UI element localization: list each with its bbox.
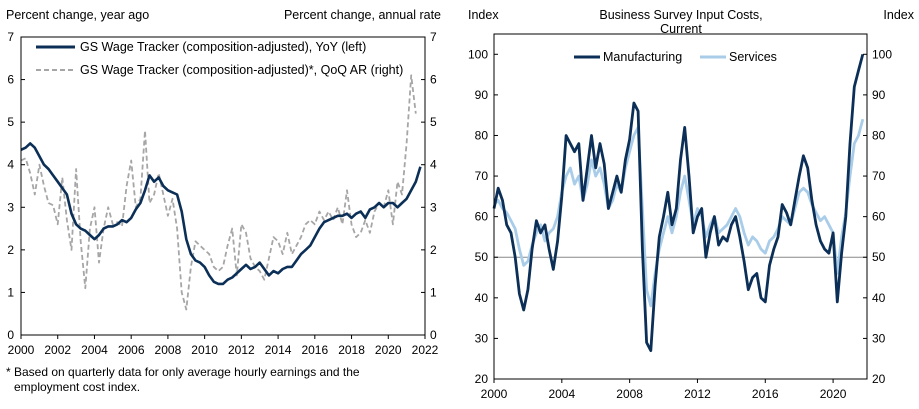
right-right-axis-label: Index	[883, 8, 914, 22]
right-plot-frame	[493, 33, 868, 380]
left-legend: GS Wage Tracker (composition-adjusted), …	[36, 40, 403, 77]
right-xtick-label: 2020	[820, 387, 847, 401]
left-xtick-label: 2022	[412, 343, 439, 357]
left-right-axis-label: Percent change, annual rate	[284, 8, 441, 22]
left-ytick-label-right: 7	[430, 30, 437, 44]
right-xtick-label: 2008	[616, 387, 643, 401]
left-xtick-label: 2012	[228, 343, 255, 357]
right-xtick-label: 2012	[684, 387, 711, 401]
right-xtick-label: 2000	[481, 387, 508, 401]
left-xtick-label: 2008	[155, 343, 182, 357]
left-ytick-label-right: 6	[430, 73, 437, 87]
right-ytick-label-right: 70	[872, 169, 886, 183]
left-xtick-label: 2020	[375, 343, 402, 357]
right-xtick-label: 2004	[548, 387, 575, 401]
series-line-services	[493, 118, 865, 308]
left-ytick-label-left: 3	[7, 200, 14, 214]
right-ytick-label-left: 30	[475, 331, 489, 345]
left-ytick-label-right: 5	[430, 115, 437, 129]
footnote-line-1: * Based on quarterly data for only avera…	[6, 365, 360, 379]
right-legend: Manufacturing Services	[574, 50, 777, 64]
right-ytick-label-right: 50	[872, 250, 886, 264]
left-ytick-label-right: 2	[430, 243, 437, 257]
series-line-qoq	[20, 74, 417, 311]
left-ytick-label-left: 4	[7, 158, 14, 172]
right-ytick-label-right: 80	[872, 128, 886, 142]
right-ytick-label-left: 50	[475, 250, 489, 264]
right-chart-title-line-1: Business Survey Input Costs,	[599, 8, 762, 22]
left-xtick-label: 2006	[118, 343, 145, 357]
legend-label-yoy: GS Wage Tracker (composition-adjusted), …	[80, 40, 366, 54]
left-ytick-label-right: 3	[430, 200, 437, 214]
left-ytick-label-right: 1	[430, 285, 437, 299]
left-xtick-label: 2004	[81, 343, 108, 357]
footnote-line-2: employment cost index.	[14, 380, 140, 394]
right-chart-title-line-2: Current	[660, 22, 702, 36]
left-xtick-label: 2014	[265, 343, 292, 357]
left-ytick-label-left: 2	[7, 243, 14, 257]
left-plot-frame	[20, 36, 426, 336]
left-chart: Percent change, year ago Percent change,…	[6, 8, 441, 394]
right-xtick-label: 2016	[752, 387, 779, 401]
left-xtick-label: 2000	[8, 343, 35, 357]
right-ytick-label-right: 90	[872, 88, 886, 102]
left-xtick-label: 2016	[301, 343, 328, 357]
right-ytick-label-left: 100	[468, 47, 488, 61]
right-ytick-label-left: 70	[475, 169, 489, 183]
left-xtick-label: 2018	[338, 343, 365, 357]
left-ytick-label-right: 4	[430, 158, 437, 172]
left-left-axis-label: Percent change, year ago	[6, 8, 149, 22]
right-ytick-label-left: 80	[475, 128, 489, 142]
series-line-manufacturing	[492, 53, 865, 352]
right-ytick-label-right: 30	[872, 331, 886, 345]
left-ytick-label-left: 1	[7, 285, 14, 299]
series-line-yoy	[20, 142, 422, 286]
right-ytick-label-left: 60	[475, 210, 489, 224]
left-ytick-label-left: 0	[7, 328, 14, 342]
left-xtick-label: 2010	[191, 343, 218, 357]
right-ytick-label-left: 20	[475, 372, 489, 386]
right-ytick-label-right: 20	[872, 372, 886, 386]
right-chart: Index Index Business Survey Input Costs,…	[468, 8, 915, 401]
left-ytick-label-left: 6	[7, 73, 14, 87]
left-ytick-label-left: 5	[7, 115, 14, 129]
right-ytick-label-left: 90	[475, 88, 489, 102]
right-ytick-label-right: 100	[872, 47, 892, 61]
legend-label-qoq: GS Wage Tracker (composition-adjusted)*,…	[80, 63, 403, 77]
left-ytick-label-left: 7	[7, 30, 14, 44]
right-ytick-label-right: 40	[872, 291, 886, 305]
right-ytick-label-right: 60	[872, 210, 886, 224]
legend-label-services: Services	[729, 50, 777, 64]
left-ytick-label-right: 0	[430, 328, 437, 342]
legend-label-manufacturing: Manufacturing	[603, 50, 682, 64]
right-left-axis-label: Index	[468, 8, 499, 22]
right-ytick-label-left: 40	[475, 291, 489, 305]
left-xtick-label: 2002	[44, 343, 71, 357]
